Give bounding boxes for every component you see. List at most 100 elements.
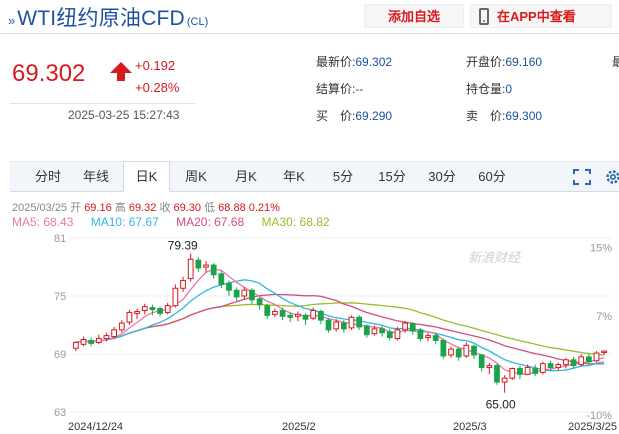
quote-time: 2025-03-25 15:27:43 bbox=[68, 108, 180, 122]
right-tick-label: -10% bbox=[586, 410, 612, 422]
ma-legend: MA5: 68.43 MA10: 67.67 MA20: 67.68 MA30:… bbox=[12, 215, 344, 229]
y-tick-label: 81 bbox=[54, 233, 66, 245]
candle-body bbox=[95, 338, 102, 343]
ma10-label: MA10: 67.67 bbox=[90, 215, 159, 229]
candle-body bbox=[601, 350, 608, 353]
tab-30min[interactable]: 30分 bbox=[428, 169, 456, 184]
ma5-line bbox=[75, 268, 605, 375]
candle-body bbox=[540, 363, 546, 373]
candle-body bbox=[532, 368, 539, 374]
price-change: +0.192 bbox=[135, 58, 176, 73]
candle-body bbox=[187, 258, 194, 280]
page-title: WTI纽约原油CFD bbox=[17, 7, 185, 30]
candle-body bbox=[118, 322, 125, 331]
candle-body bbox=[340, 322, 347, 330]
y-tick-label: 75 bbox=[54, 291, 66, 303]
field-last: 最新价:69.302 bbox=[316, 55, 393, 69]
candle-body bbox=[394, 329, 401, 340]
candle-info: 2025/03/25 开 69.16 高 69.32 收 69.30 低 68.… bbox=[12, 202, 280, 214]
ma20-line bbox=[75, 293, 605, 365]
x-tick-label: 2025/3/25 bbox=[568, 421, 617, 433]
candle-body bbox=[210, 264, 217, 276]
open-in-app-button[interactable]: 在APP中查看 bbox=[470, 4, 612, 28]
low-annotation: 65.00 bbox=[486, 398, 516, 412]
candle-body bbox=[494, 365, 500, 383]
candle-body bbox=[440, 339, 447, 357]
candle-body bbox=[279, 310, 286, 317]
candle-body bbox=[501, 377, 508, 383]
candle-body bbox=[203, 264, 209, 268]
y-tick-label: 69 bbox=[54, 349, 66, 361]
phone-icon bbox=[479, 8, 489, 25]
candle-body bbox=[72, 341, 79, 349]
right-tick-label: 15% bbox=[590, 243, 612, 255]
symbol-code: (CL) bbox=[186, 16, 209, 28]
candle-body bbox=[157, 308, 163, 314]
candles bbox=[72, 253, 608, 393]
page-header: » WTI纽约原油CFD (CL) 添加自选 在APP中查看 bbox=[0, 0, 619, 34]
tab-intraday[interactable]: 分时 bbox=[34, 169, 61, 184]
candle-body bbox=[218, 273, 225, 285]
candle-body bbox=[141, 306, 148, 311]
tab-5min[interactable]: 5分 bbox=[332, 169, 354, 184]
candle-body bbox=[517, 368, 523, 375]
tab-monthly-k[interactable]: 月K bbox=[235, 169, 257, 184]
ma20-label: MA20: 67.68 bbox=[176, 215, 245, 229]
quote-divider bbox=[10, 103, 195, 104]
tab-yearline[interactable]: 年线 bbox=[82, 169, 109, 184]
candle-body bbox=[80, 339, 87, 345]
ma-lines bbox=[75, 268, 605, 375]
candle-body bbox=[287, 314, 294, 318]
right-tick-label: 7% bbox=[596, 311, 612, 323]
candle-body bbox=[593, 352, 600, 362]
x-tick-label: 2025/2 bbox=[282, 421, 316, 433]
candle-body bbox=[180, 280, 186, 289]
candle-body bbox=[432, 335, 439, 341]
candle-body bbox=[172, 287, 179, 307]
high-annotation: 79.39 bbox=[168, 239, 198, 253]
candle-body bbox=[264, 305, 271, 316]
axis-labels: 81 75 69 63 15% 7% -10% 2024/12/24 2025/2 2025/3 2… bbox=[54, 233, 617, 433]
candle-body bbox=[455, 348, 462, 358]
candle-body bbox=[88, 339, 95, 344]
tab-60min[interactable]: 60分 bbox=[478, 169, 506, 184]
candle-body bbox=[371, 328, 378, 335]
candle-body bbox=[478, 354, 485, 369]
kline-chart[interactable]: 新浪财经 81 75 69 63 15% 7% -10% 2024/12/24 2025/2 20… bbox=[0, 226, 619, 434]
candle-body bbox=[585, 356, 592, 363]
field-overflow: 最 bbox=[612, 55, 619, 69]
watermark: 新浪财经 bbox=[468, 250, 522, 265]
x-tick-label: 2025/3 bbox=[453, 421, 487, 433]
field-bid: 买 价:69.290 bbox=[316, 109, 393, 123]
title-group: » WTI纽约原油CFD (CL) bbox=[8, 2, 208, 32]
candle-body bbox=[149, 307, 156, 311]
gear-icon[interactable] bbox=[604, 168, 619, 186]
candle-body bbox=[256, 298, 263, 306]
candle-body bbox=[333, 321, 340, 330]
candle-body bbox=[356, 316, 363, 328]
candle-body bbox=[547, 363, 554, 369]
tab-daily-k[interactable]: 日K bbox=[123, 161, 170, 192]
candle-body bbox=[417, 329, 424, 340]
ma30-line bbox=[75, 302, 605, 356]
field-settle: 结算价:-- bbox=[316, 82, 364, 96]
candle-body bbox=[310, 310, 317, 319]
candle-body bbox=[226, 282, 232, 291]
y-tick-label: 63 bbox=[54, 407, 66, 419]
candle-body bbox=[103, 335, 110, 340]
open-in-app-label: 在APP中查看 bbox=[497, 9, 576, 24]
candle-body bbox=[524, 367, 531, 375]
tab-15min[interactable]: 15分 bbox=[378, 169, 406, 184]
fullscreen-icon[interactable] bbox=[573, 169, 591, 185]
candle-body bbox=[555, 364, 562, 369]
tab-yearly-k[interactable]: 年K bbox=[283, 169, 305, 184]
candle-body bbox=[363, 325, 370, 336]
add-watchlist-button[interactable]: 添加自选 bbox=[364, 4, 464, 28]
candle-body bbox=[409, 323, 416, 332]
candle-body bbox=[126, 311, 133, 323]
tab-weekly-k[interactable]: 周K bbox=[185, 169, 207, 184]
ma30-label: MA30: 68.82 bbox=[261, 215, 330, 229]
ma10-line bbox=[75, 279, 605, 372]
ma5-label: MA5: 68.43 bbox=[12, 215, 74, 229]
double-chevron-icon: » bbox=[8, 13, 16, 28]
